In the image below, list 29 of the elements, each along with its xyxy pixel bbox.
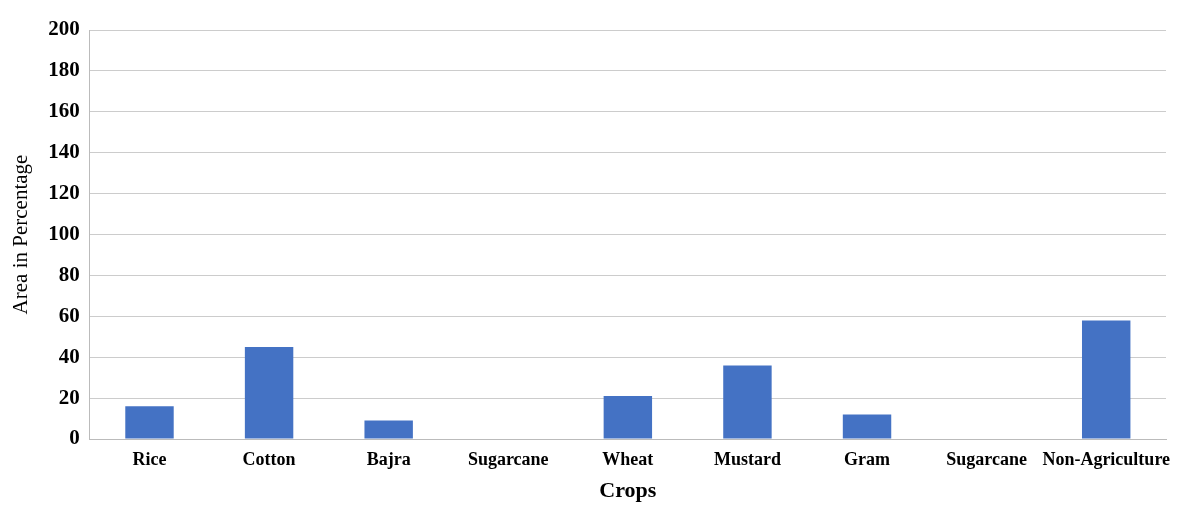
x-tick-label: Bajra [366, 449, 411, 470]
bar [723, 365, 772, 439]
y-tick-label: 180 [48, 57, 80, 82]
bar [603, 396, 653, 439]
x-tick-label: Rice [132, 449, 167, 470]
y-tick-label: 160 [48, 98, 80, 123]
x-tick-label: Gram [844, 449, 891, 470]
y-tick-label: 80 [58, 261, 80, 286]
bar [364, 420, 413, 439]
y-tick-label: 200 [48, 16, 80, 41]
bar [125, 406, 174, 439]
x-axis-title: Crops [599, 477, 657, 503]
x-tick-label: Sugarcane [946, 449, 1027, 470]
x-tick-label: Wheat [602, 449, 654, 470]
bar [842, 414, 892, 439]
y-tick-label: 20 [58, 384, 80, 409]
x-tick-label: Mustard [713, 449, 781, 470]
bar [1081, 320, 1131, 439]
x-tick-label: Non-Agriculture [1042, 449, 1171, 470]
x-tick-label: Cotton [242, 449, 296, 470]
y-tick-label: 0 [69, 425, 80, 450]
y-tick-label: 140 [48, 139, 80, 164]
bar [244, 346, 294, 439]
x-tick-label: Sugarcane [467, 449, 549, 470]
y-tick-label: 120 [48, 180, 80, 205]
y-tick-label: 60 [58, 302, 80, 327]
y-tick-label: 40 [58, 343, 80, 368]
y-axis-title: Area in Percentage [8, 154, 33, 315]
y-tick-label: 100 [48, 220, 80, 245]
